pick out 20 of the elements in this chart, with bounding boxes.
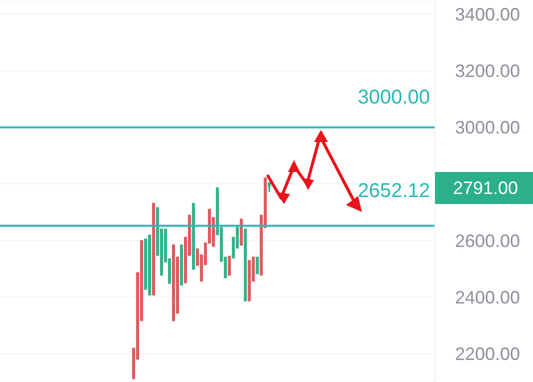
ref-line-label: 3000.00 (358, 86, 430, 108)
candlestick (228, 256, 231, 276)
candlestick (244, 228, 247, 302)
candlestick (180, 244, 183, 286)
candlestick (240, 218, 243, 246)
y-tick-label: 2400.00 (455, 288, 520, 308)
y-tick-label: 2600.00 (455, 230, 520, 251)
text: 2791.00 (435, 172, 533, 204)
candlestick (248, 260, 251, 302)
candlestick (148, 234, 152, 296)
y-tick-label: 3200.00 (455, 61, 520, 82)
y-tick-label: 2200.00 (455, 344, 520, 364)
candlestick (268, 182, 271, 193)
y-tick-label: 3400.00 (455, 4, 520, 25)
ref-line-label: 2652.12 (358, 180, 430, 202)
candlestick (192, 202, 195, 270)
candlestick (256, 256, 259, 274)
candlestick (172, 244, 176, 322)
candlestick (152, 202, 156, 296)
y-tick-label: 3000.00 (455, 118, 520, 138)
